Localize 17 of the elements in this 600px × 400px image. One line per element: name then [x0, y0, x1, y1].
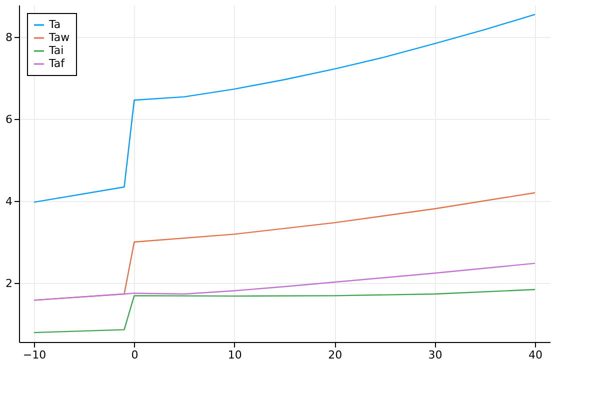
line-series — [33, 14, 536, 203]
line-series — [33, 262, 536, 301]
legend-label: Tai — [48, 44, 64, 57]
legend-label: Ta — [48, 18, 61, 31]
line-series — [33, 288, 536, 334]
y-tick-label: 4 — [6, 194, 12, 208]
x-tick-label: 10 — [228, 348, 242, 362]
legend-label: Taf — [48, 57, 66, 70]
legend-label: Taw — [48, 31, 70, 44]
x-tick-label: −10 — [22, 348, 46, 362]
x-tick-label: 0 — [131, 348, 138, 362]
y-tick-label: 2 — [6, 276, 12, 290]
x-tick-label: 40 — [528, 348, 542, 362]
y-tick-label: 6 — [6, 112, 12, 126]
y-tick-label: 8 — [6, 30, 12, 44]
x-tick-label: 20 — [328, 348, 342, 362]
x-tick-label: 30 — [428, 348, 442, 362]
